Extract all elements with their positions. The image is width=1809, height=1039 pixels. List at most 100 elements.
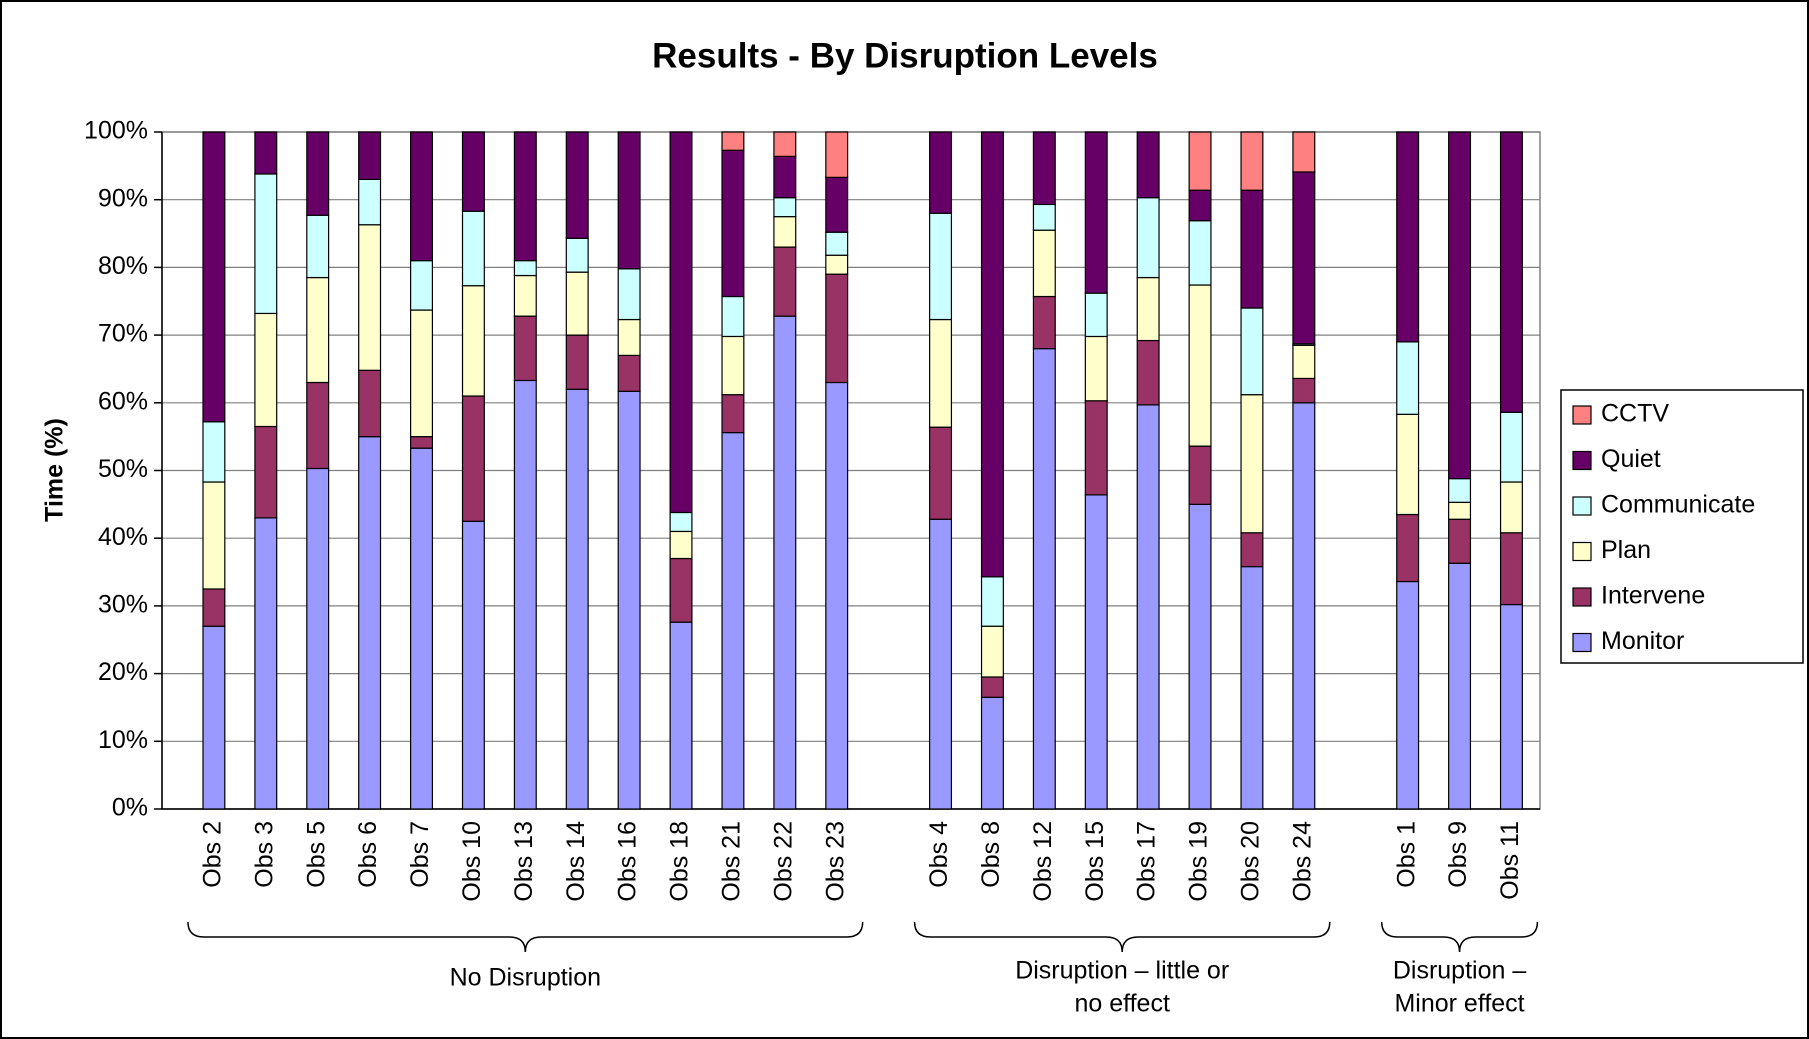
bar-segment bbox=[306, 214, 330, 279]
x-tick-label: Obs 9 bbox=[1444, 821, 1472, 888]
bar-segment bbox=[721, 149, 745, 298]
bar-segment bbox=[202, 588, 226, 627]
legend-swatch bbox=[1572, 541, 1592, 562]
bar-segment bbox=[825, 254, 849, 275]
bar-segment bbox=[410, 447, 434, 810]
bar-segment bbox=[1448, 501, 1472, 520]
bar-segment bbox=[1499, 131, 1523, 413]
bar-segment bbox=[410, 436, 434, 449]
bar-segment bbox=[306, 381, 330, 470]
bar-segment bbox=[254, 312, 278, 428]
bar-segment bbox=[721, 131, 745, 151]
bar-segment bbox=[1499, 603, 1523, 810]
bar-segment bbox=[1032, 295, 1056, 350]
bar-segment bbox=[1396, 341, 1420, 415]
bar-segment bbox=[825, 176, 849, 233]
legend-swatch bbox=[1572, 496, 1592, 516]
bar-segment bbox=[1240, 394, 1264, 534]
y-tick-label: 50% bbox=[98, 455, 148, 483]
bar-segment bbox=[1136, 131, 1160, 199]
y-tick-label: 90% bbox=[98, 184, 148, 212]
bar-segment bbox=[254, 517, 278, 810]
x-tick-label: Obs 4 bbox=[925, 821, 953, 888]
bar-segment bbox=[1084, 400, 1108, 496]
bar-segment bbox=[721, 295, 745, 338]
bar-segment bbox=[306, 467, 330, 810]
group-label: No Disruption bbox=[450, 964, 601, 992]
bar-segment bbox=[1448, 562, 1472, 810]
group-brace bbox=[1380, 921, 1539, 953]
y-tick-label: 10% bbox=[98, 726, 148, 754]
bar-segment bbox=[1448, 131, 1472, 480]
bar-segment bbox=[721, 394, 745, 434]
y-tick-label: 100% bbox=[84, 117, 148, 145]
bar-segment bbox=[254, 173, 278, 315]
bar-segment bbox=[358, 369, 382, 438]
bar-segment bbox=[306, 276, 330, 384]
bar-segment bbox=[565, 388, 589, 810]
bar-segment bbox=[669, 511, 693, 533]
bar-segment bbox=[461, 210, 485, 287]
legend-swatch bbox=[1572, 405, 1592, 425]
bar-segment bbox=[1292, 377, 1316, 404]
bar-segment bbox=[461, 131, 485, 212]
bar-segment bbox=[1188, 445, 1212, 505]
bar-segment bbox=[1240, 189, 1264, 309]
bar-segment bbox=[358, 178, 382, 226]
bar-segment bbox=[565, 334, 589, 390]
bar-segment bbox=[1292, 131, 1316, 173]
x-tick-label: Obs 16 bbox=[614, 821, 642, 902]
bar-segment bbox=[565, 237, 589, 273]
bar-segment bbox=[461, 395, 485, 522]
y-tick-label: 60% bbox=[98, 387, 148, 415]
bar-segment bbox=[1396, 131, 1420, 343]
bar-segment bbox=[565, 271, 589, 336]
x-tick-label: Obs 14 bbox=[562, 821, 590, 902]
bar-segment bbox=[1499, 411, 1523, 483]
legend-box bbox=[1560, 389, 1804, 664]
y-tick-label: 0% bbox=[112, 794, 148, 822]
bar-segment bbox=[1448, 478, 1472, 503]
bar-segment bbox=[1396, 580, 1420, 810]
bar-segment bbox=[358, 224, 382, 371]
bar-segment bbox=[1292, 402, 1316, 810]
bar-segment bbox=[513, 379, 537, 810]
bar-segment bbox=[1136, 404, 1160, 810]
legend-swatch bbox=[1572, 450, 1592, 471]
x-tick-label: Obs 6 bbox=[354, 821, 382, 888]
legend-label: Plan bbox=[1601, 536, 1651, 564]
bar-segment bbox=[513, 274, 537, 317]
bar-segment bbox=[773, 131, 797, 157]
bar-segment bbox=[461, 285, 485, 397]
x-tick-label: Obs 12 bbox=[1029, 821, 1057, 902]
group-label: no effect bbox=[1074, 990, 1170, 1018]
bar-segment bbox=[980, 131, 1004, 578]
x-tick-label: Obs 20 bbox=[1237, 821, 1265, 902]
bar-segment bbox=[980, 676, 1004, 698]
bar-segment bbox=[980, 625, 1004, 678]
group-label: Minor effect bbox=[1394, 990, 1524, 1018]
bar-segment bbox=[202, 131, 226, 423]
bar-segment bbox=[1188, 284, 1212, 447]
x-tick-label: Obs 13 bbox=[510, 821, 538, 902]
bar-segment bbox=[929, 426, 953, 520]
bar-segment bbox=[1240, 307, 1264, 396]
bar-segment bbox=[1136, 197, 1160, 279]
legend-label: Quiet bbox=[1601, 445, 1661, 473]
bar-segment bbox=[929, 131, 953, 214]
bar-segment bbox=[254, 425, 278, 519]
bar-segment bbox=[1499, 532, 1523, 606]
x-tick-label: Obs 23 bbox=[821, 821, 849, 902]
x-tick-label: Obs 3 bbox=[250, 821, 278, 888]
bar-segment bbox=[202, 421, 226, 483]
bar-segment bbox=[1240, 566, 1264, 810]
x-tick-label: Obs 19 bbox=[1185, 821, 1213, 902]
bar-segment bbox=[254, 131, 278, 175]
group-label: Disruption – bbox=[1393, 957, 1526, 985]
x-tick-label: Obs 11 bbox=[1496, 821, 1524, 900]
legend-label: Intervene bbox=[1601, 582, 1705, 610]
bar-segment bbox=[669, 621, 693, 810]
bar-segment bbox=[773, 155, 797, 199]
legend-swatch bbox=[1572, 587, 1592, 607]
bar-segment bbox=[1084, 494, 1108, 810]
